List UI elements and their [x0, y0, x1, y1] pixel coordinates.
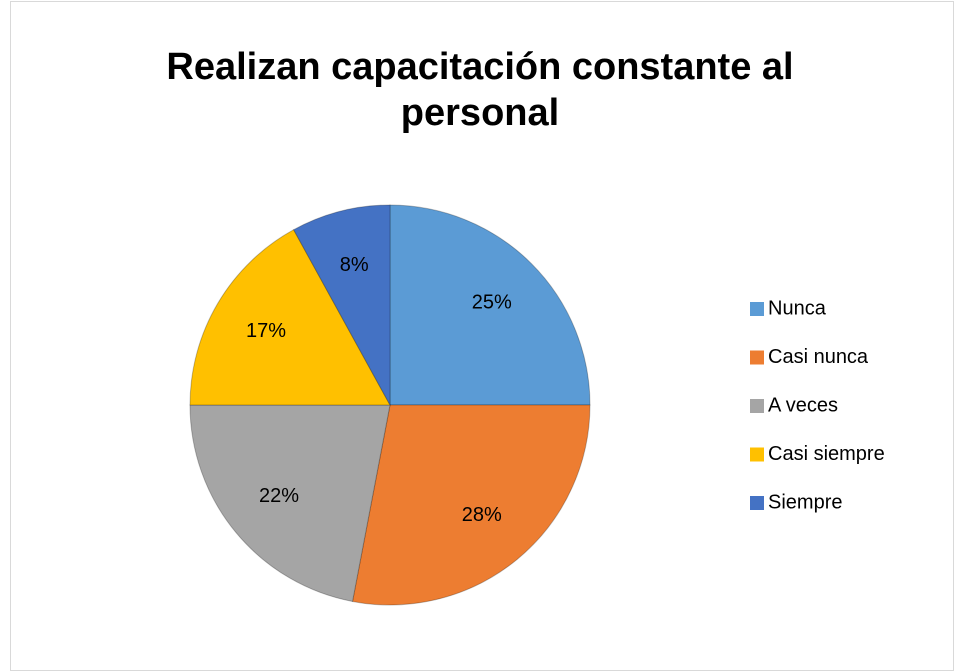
legend-label: Casi siempre — [768, 443, 885, 465]
chart-title: Realizan capacitación constante al perso… — [166, 46, 794, 134]
pie-slice — [189, 404, 391, 603]
legend-swatch — [750, 447, 764, 462]
data-label: 28% — [462, 504, 502, 526]
pie-slice — [351, 404, 591, 606]
legend-label: Siempre — [768, 491, 842, 513]
legend-label: Casi nunca — [768, 346, 869, 368]
pie-slice — [292, 204, 391, 406]
legend-swatch — [750, 302, 764, 316]
data-label: 25% — [472, 291, 512, 313]
data-label: 8% — [340, 254, 369, 276]
pie-slice — [189, 229, 391, 406]
legend-label: A veces — [768, 394, 838, 416]
data-label: 17% — [246, 320, 286, 342]
data-label: 22% — [259, 485, 299, 507]
legend-swatch — [750, 350, 764, 365]
legend-swatch — [750, 399, 764, 413]
legend-swatch — [750, 496, 764, 510]
legend-label: Nunca — [768, 297, 827, 319]
pie-slice — [389, 204, 591, 406]
